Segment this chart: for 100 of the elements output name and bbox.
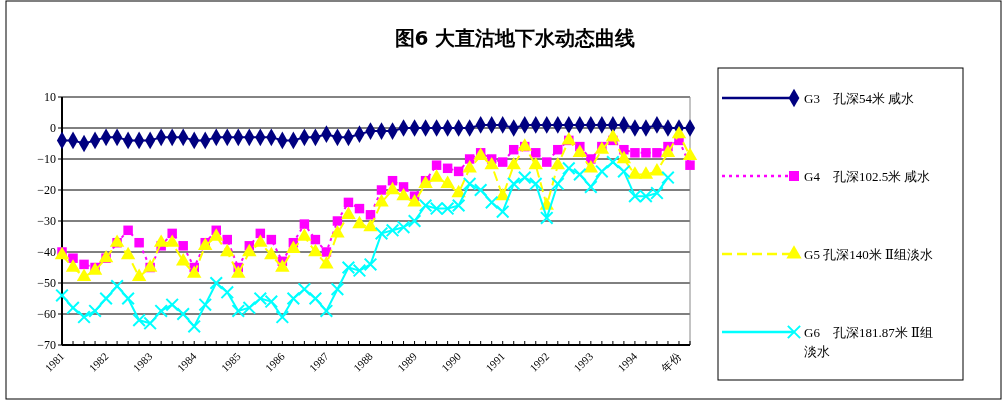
point (352, 215, 367, 229)
x-tick-label: 1991 (483, 349, 508, 374)
point (286, 291, 301, 306)
point (462, 159, 477, 173)
point (517, 170, 532, 185)
point (253, 234, 268, 247)
point (319, 304, 334, 318)
point (407, 194, 422, 207)
point (341, 206, 356, 219)
point (154, 304, 168, 318)
point (550, 156, 565, 170)
point (120, 246, 136, 260)
point (539, 211, 554, 225)
point (178, 241, 188, 251)
point (685, 160, 695, 170)
point (187, 265, 202, 278)
point (451, 184, 466, 198)
point (583, 159, 599, 173)
point (407, 214, 422, 228)
point (440, 175, 455, 188)
point (297, 282, 312, 297)
point (528, 176, 543, 191)
point (220, 285, 235, 300)
point (55, 288, 69, 303)
point (376, 185, 387, 195)
point (297, 228, 312, 241)
point (497, 157, 508, 167)
point (661, 170, 675, 185)
point (363, 257, 378, 272)
point (584, 180, 598, 194)
point (330, 282, 345, 297)
y-tick-label: −20 (37, 183, 56, 198)
point (550, 176, 565, 191)
point (363, 218, 378, 232)
point (641, 148, 651, 158)
point (167, 228, 177, 239)
point (299, 219, 310, 229)
y-tick-label: −30 (37, 214, 56, 229)
point (332, 216, 343, 226)
y-tick-label: −10 (37, 152, 56, 167)
point (442, 163, 453, 174)
point (652, 148, 662, 158)
point (553, 144, 563, 155)
point (506, 156, 521, 170)
point (65, 259, 81, 272)
point (165, 297, 179, 312)
point (484, 156, 499, 170)
point (319, 256, 334, 269)
point (561, 161, 576, 176)
y-tick-label: 0 (50, 121, 56, 136)
point (638, 166, 654, 179)
point (682, 147, 698, 161)
point (627, 166, 643, 179)
point (134, 237, 144, 248)
point (275, 310, 290, 324)
point (660, 144, 676, 157)
point (343, 197, 354, 208)
y-tick-label: −70 (37, 338, 56, 353)
point (175, 252, 191, 266)
point (220, 243, 235, 257)
point (396, 187, 411, 201)
chart-title: 图6 大直沽地下水动态曲线 (394, 26, 636, 50)
legend-label: G5 孔深140米 Ⅱ组淡水 (804, 246, 933, 262)
y-tick-label: −40 (37, 245, 56, 260)
point (79, 259, 89, 270)
point (374, 194, 389, 207)
point (671, 125, 687, 139)
point (76, 268, 92, 281)
point (99, 291, 113, 306)
point (264, 246, 279, 260)
point (365, 210, 376, 220)
point (453, 166, 464, 177)
point (630, 148, 640, 158)
legend-label: G4 孔深102.5米 咸水 (804, 168, 931, 184)
point (153, 234, 169, 247)
point (308, 243, 323, 257)
point (531, 148, 541, 158)
point (198, 297, 213, 312)
point (123, 225, 133, 236)
point (354, 203, 365, 214)
point (308, 291, 323, 306)
point (66, 300, 80, 315)
point (385, 181, 400, 195)
point (649, 163, 665, 176)
point (473, 183, 488, 197)
point (462, 176, 477, 191)
point (88, 304, 102, 318)
point (495, 204, 510, 219)
point (572, 144, 588, 157)
point (164, 234, 180, 247)
point (275, 259, 290, 272)
point (242, 243, 257, 257)
point (595, 164, 609, 179)
point (484, 195, 499, 210)
point (605, 128, 621, 142)
point (176, 307, 191, 321)
point (429, 169, 444, 182)
point (431, 160, 442, 170)
point (98, 249, 114, 263)
legend-label: G3 孔深54米 咸水 (804, 90, 915, 106)
